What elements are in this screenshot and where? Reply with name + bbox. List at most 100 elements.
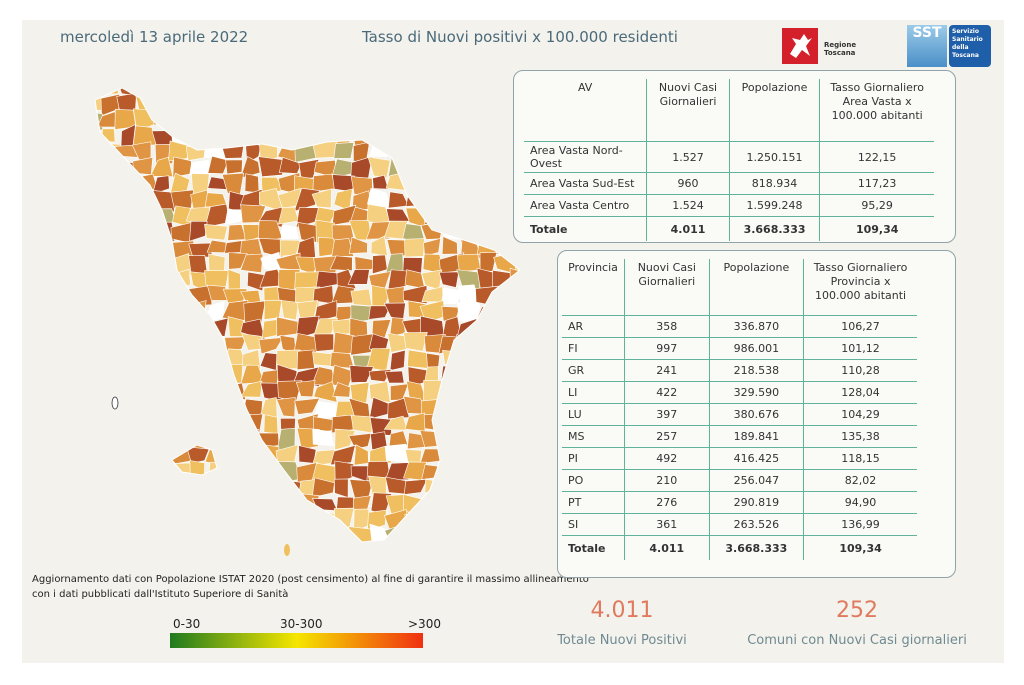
municipality-area[interactable] <box>151 460 176 485</box>
municipality-area[interactable] <box>221 172 245 195</box>
municipality-area[interactable] <box>280 224 299 239</box>
municipality-area[interactable] <box>333 142 355 159</box>
municipality-area[interactable] <box>96 524 119 546</box>
municipality-area[interactable] <box>172 349 193 371</box>
municipality-area[interactable] <box>317 108 334 131</box>
municipality-area[interactable] <box>384 462 410 481</box>
municipality-area[interactable] <box>188 525 211 546</box>
municipality-area[interactable] <box>349 365 374 383</box>
municipality-area[interactable] <box>402 285 428 305</box>
municipality-area[interactable] <box>476 155 498 180</box>
municipality-area[interactable] <box>100 382 121 399</box>
municipality-area[interactable] <box>169 543 190 564</box>
municipality-area[interactable] <box>207 381 229 405</box>
municipality-area[interactable] <box>115 527 138 543</box>
municipality-area[interactable] <box>83 285 105 304</box>
municipality-area[interactable] <box>172 109 194 129</box>
municipality-area[interactable] <box>80 528 104 547</box>
municipality-area[interactable] <box>457 284 481 308</box>
municipality-area[interactable] <box>404 528 424 545</box>
municipality-area[interactable] <box>457 401 480 421</box>
column-header[interactable]: Tasso Giornaliero Provincia x 100.000 ab… <box>803 259 917 316</box>
municipality-area[interactable] <box>404 127 425 143</box>
municipality-area[interactable] <box>282 527 299 545</box>
municipality-area[interactable] <box>389 126 409 143</box>
municipality-area[interactable] <box>511 384 533 404</box>
municipality-area[interactable] <box>132 366 157 386</box>
municipality-area[interactable] <box>137 334 157 351</box>
municipality-area[interactable] <box>492 545 518 560</box>
municipality-area[interactable] <box>240 108 265 126</box>
municipality-area[interactable] <box>80 222 100 244</box>
municipality-area[interactable] <box>118 467 140 481</box>
municipality-area[interactable] <box>210 351 230 369</box>
municipality-area[interactable] <box>96 412 120 436</box>
municipality-area[interactable] <box>258 515 282 530</box>
municipality-area[interactable] <box>153 363 177 388</box>
municipality-area[interactable] <box>456 493 479 515</box>
column-header[interactable]: Nuovi Casi Giornalieri <box>623 259 710 316</box>
municipality-area[interactable] <box>98 363 120 386</box>
municipality-area[interactable] <box>97 156 122 181</box>
municipality-area[interactable] <box>205 496 229 514</box>
municipality-area[interactable] <box>421 509 445 529</box>
municipality-area[interactable] <box>261 465 280 483</box>
municipality-area[interactable] <box>476 192 498 208</box>
municipality-area[interactable] <box>457 124 479 148</box>
municipality-area[interactable] <box>369 113 391 132</box>
municipality-area[interactable] <box>134 545 152 564</box>
municipality-area[interactable] <box>515 412 530 433</box>
municipality-area[interactable] <box>133 462 159 480</box>
municipality-area[interactable] <box>114 76 140 96</box>
municipality-area[interactable] <box>187 95 210 113</box>
municipality-area[interactable] <box>528 400 542 414</box>
municipality-area[interactable] <box>203 141 226 160</box>
municipality-area[interactable] <box>189 79 208 100</box>
municipality-area[interactable] <box>259 92 279 113</box>
municipality-area[interactable] <box>475 510 500 531</box>
municipality-area[interactable] <box>225 543 247 558</box>
municipality-area[interactable] <box>225 497 247 512</box>
municipality-area[interactable] <box>334 428 356 451</box>
municipality-area[interactable] <box>209 77 230 101</box>
municipality-area[interactable] <box>528 383 542 403</box>
municipality-area[interactable] <box>388 191 410 209</box>
municipality-area[interactable] <box>367 97 391 116</box>
municipality-area[interactable] <box>513 525 534 542</box>
municipality-area[interactable] <box>423 76 445 98</box>
municipality-area[interactable] <box>389 317 406 337</box>
municipality-area[interactable] <box>79 78 100 100</box>
municipality-area[interactable] <box>170 509 188 530</box>
municipality-area[interactable] <box>315 270 338 289</box>
municipality-area[interactable] <box>473 524 496 547</box>
municipality-area[interactable] <box>136 432 153 448</box>
municipality-area[interactable] <box>295 76 315 96</box>
municipality-area[interactable] <box>204 192 228 208</box>
municipality-area[interactable] <box>332 381 351 398</box>
municipality-area[interactable] <box>97 301 119 324</box>
municipality-area[interactable] <box>350 176 373 195</box>
municipality-area[interactable] <box>134 251 155 277</box>
municipality-area[interactable] <box>133 527 159 544</box>
municipality-area[interactable] <box>495 235 516 255</box>
municipality-area[interactable] <box>461 160 480 176</box>
municipality-area[interactable] <box>132 156 154 175</box>
municipality-area[interactable] <box>509 401 533 421</box>
municipality-area[interactable] <box>372 174 389 190</box>
municipality-area[interactable] <box>187 331 209 353</box>
municipality-area[interactable] <box>369 544 391 564</box>
municipality-area[interactable] <box>458 446 482 467</box>
municipality-area[interactable] <box>244 173 260 194</box>
municipality-area[interactable] <box>330 92 355 115</box>
column-header[interactable]: Tasso Giornaliero Area Vasta x 100.000 a… <box>819 79 934 142</box>
municipality-area[interactable] <box>244 94 264 115</box>
municipality-area[interactable] <box>134 477 156 500</box>
municipality-area[interactable] <box>296 527 315 544</box>
municipality-area[interactable] <box>348 220 372 241</box>
municipality-area[interactable] <box>495 412 514 431</box>
municipality-area[interactable] <box>170 434 192 453</box>
municipality-area[interactable] <box>96 177 119 192</box>
municipality-area[interactable] <box>475 540 500 561</box>
municipality-area[interactable] <box>475 477 499 500</box>
municipality-area[interactable] <box>294 271 320 290</box>
